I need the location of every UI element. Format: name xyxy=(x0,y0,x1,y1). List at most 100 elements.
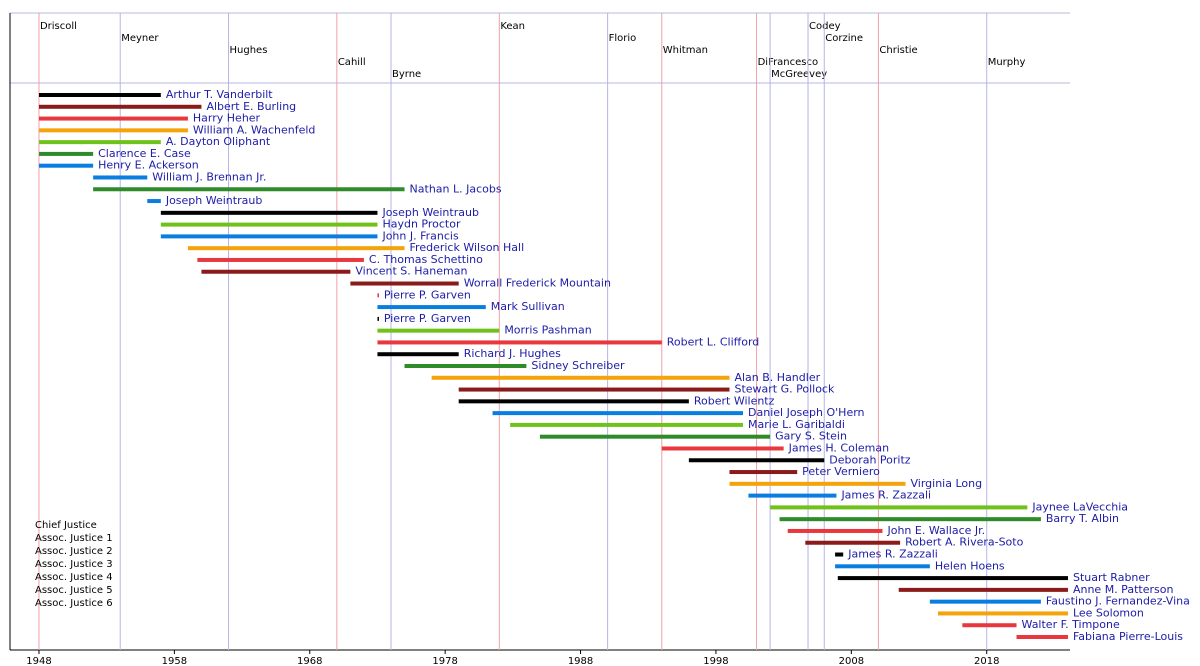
tenure-bar xyxy=(350,281,459,286)
justice-label: Anne M. Patterson xyxy=(1073,583,1173,596)
governor-label: Murphy xyxy=(988,57,1026,68)
governor-label: McGreevey xyxy=(771,69,827,80)
justice-label: John J. Francis xyxy=(381,229,459,242)
justice-label: Daniel Joseph O'Hern xyxy=(748,406,865,419)
legend-label: Chief Justice xyxy=(35,520,97,531)
governor-label: Kean xyxy=(500,21,525,32)
tenure-bar xyxy=(377,328,500,333)
x-tick-label: 1958 xyxy=(162,656,187,666)
tenure-bar xyxy=(377,316,379,321)
tenure-bar xyxy=(377,305,486,310)
tenure-bar xyxy=(160,210,378,215)
justice-label: Helen Hoens xyxy=(935,559,1005,572)
tenure-bar xyxy=(458,399,689,404)
governor-label: Whitman xyxy=(663,45,708,56)
justice-label: John E. Wallace Jr. xyxy=(886,524,985,537)
justice-label: Harry Heher xyxy=(193,112,261,125)
justice-label: Nathan L. Jacobs xyxy=(410,182,502,195)
justice-label: James R. Zazzali xyxy=(840,489,931,502)
tenure-bar xyxy=(729,470,798,475)
justice-label: Sidney Schreiber xyxy=(531,359,625,372)
tenure-bar xyxy=(688,458,825,463)
justice-label: Robert L. Clifford xyxy=(667,335,760,348)
governor-label: DiFrancesco xyxy=(758,57,819,68)
tenure-bar xyxy=(38,116,188,121)
x-tick-label: 1968 xyxy=(297,656,322,666)
legend-label: Assoc. Justice 6 xyxy=(35,598,113,609)
justice-label: A. Dayton Oliphant xyxy=(166,135,271,148)
governor-label: Hughes xyxy=(230,45,268,56)
legend-label: Assoc. Justice 2 xyxy=(35,546,113,557)
justice-label: Walter F. Timpone xyxy=(1022,618,1120,631)
tenure-bar xyxy=(539,434,771,439)
justice-label: Mark Sullivan xyxy=(491,300,565,313)
tenure-bar xyxy=(377,352,459,357)
x-tick-label: 1948 xyxy=(26,656,51,666)
justice-label: Gary S. Stein xyxy=(775,430,847,443)
tenure-bar xyxy=(787,528,883,533)
justice-label: Haydn Proctor xyxy=(382,218,461,231)
tenure-bar xyxy=(770,505,1028,510)
legend-label: Assoc. Justice 1 xyxy=(35,533,113,544)
tenure-bar xyxy=(805,540,901,545)
legend-label: Assoc. Justice 4 xyxy=(35,572,113,583)
justice-label: C. Thomas Schettino xyxy=(369,253,483,266)
x-tick-label: 1988 xyxy=(568,656,593,666)
tenure-bar xyxy=(779,517,1041,522)
tenure-bar xyxy=(431,375,730,380)
justice-label: Deborah Poritz xyxy=(829,453,911,466)
x-tick-label: 1998 xyxy=(703,656,728,666)
tenure-bar xyxy=(147,199,161,204)
justice-label: Peter Verniero xyxy=(802,465,880,478)
tenure-bar xyxy=(835,552,844,557)
tenure-bar xyxy=(38,163,94,168)
tenure-bar xyxy=(377,340,662,345)
justice-label: Marie L. Garibaldi xyxy=(748,418,845,431)
legend-label: Assoc. Justice 3 xyxy=(35,559,113,570)
justice-label: Frederick Wilson Hall xyxy=(410,241,525,254)
justice-label: Lee Solomon xyxy=(1073,606,1144,619)
justice-label: Arthur T. Vanderbilt xyxy=(166,88,273,101)
tenure-bar xyxy=(937,611,1068,616)
justice-label: Morris Pashman xyxy=(504,324,591,337)
justice-label: Pierre P. Garven xyxy=(384,312,471,325)
justice-label: William J. Brennan Jr. xyxy=(152,170,266,183)
justice-label: Stuart Rabner xyxy=(1073,571,1150,584)
governor-label: Byrne xyxy=(392,69,421,80)
justice-label: Albert E. Burling xyxy=(206,100,296,113)
justice-label: William A. Wachenfeld xyxy=(193,123,316,136)
tenure-bar xyxy=(197,257,364,262)
tenure-bar xyxy=(510,422,744,427)
tenure-bar xyxy=(38,128,188,133)
tenure-bar xyxy=(962,623,1017,628)
tenure-bar xyxy=(160,234,378,239)
justice-label: Richard J. Hughes xyxy=(464,347,561,360)
justice-label: Faustino J. Fernandez-Vina xyxy=(1046,595,1190,608)
justice-label: Henry E. Ackerson xyxy=(98,159,199,172)
tenure-bar xyxy=(187,246,405,251)
justice-label: Robert A. Rivera-Soto xyxy=(905,536,1024,549)
tenure-bar xyxy=(377,293,379,298)
tenure-bar xyxy=(837,576,1068,581)
legend-label: Assoc. Justice 5 xyxy=(35,585,113,596)
tenure-bar xyxy=(492,411,744,416)
justice-label: James H. Coleman xyxy=(788,441,889,454)
justice-label: Virginia Long xyxy=(910,477,982,490)
x-tick-label: 2008 xyxy=(839,656,864,666)
tenure-bar xyxy=(160,222,378,227)
governor-label: Cahill xyxy=(338,57,366,68)
tenure-bar xyxy=(93,187,405,192)
governor-label: Codey xyxy=(809,21,841,32)
governor-label: Corzine xyxy=(825,33,863,44)
tenure-bar xyxy=(404,364,527,368)
tenure-bar xyxy=(38,151,94,156)
justice-label: Stewart G. Pollock xyxy=(734,383,835,396)
justice-label: Robert Wilentz xyxy=(694,394,775,407)
tenure-bar xyxy=(661,446,784,451)
justice-label: Barry T. Albin xyxy=(1046,512,1119,525)
tenure-bar xyxy=(458,387,730,392)
justice-label: Pierre P. Garven xyxy=(384,288,471,301)
justice-label: Joseph Weintraub xyxy=(381,206,478,219)
tenure-bar xyxy=(929,599,1041,604)
